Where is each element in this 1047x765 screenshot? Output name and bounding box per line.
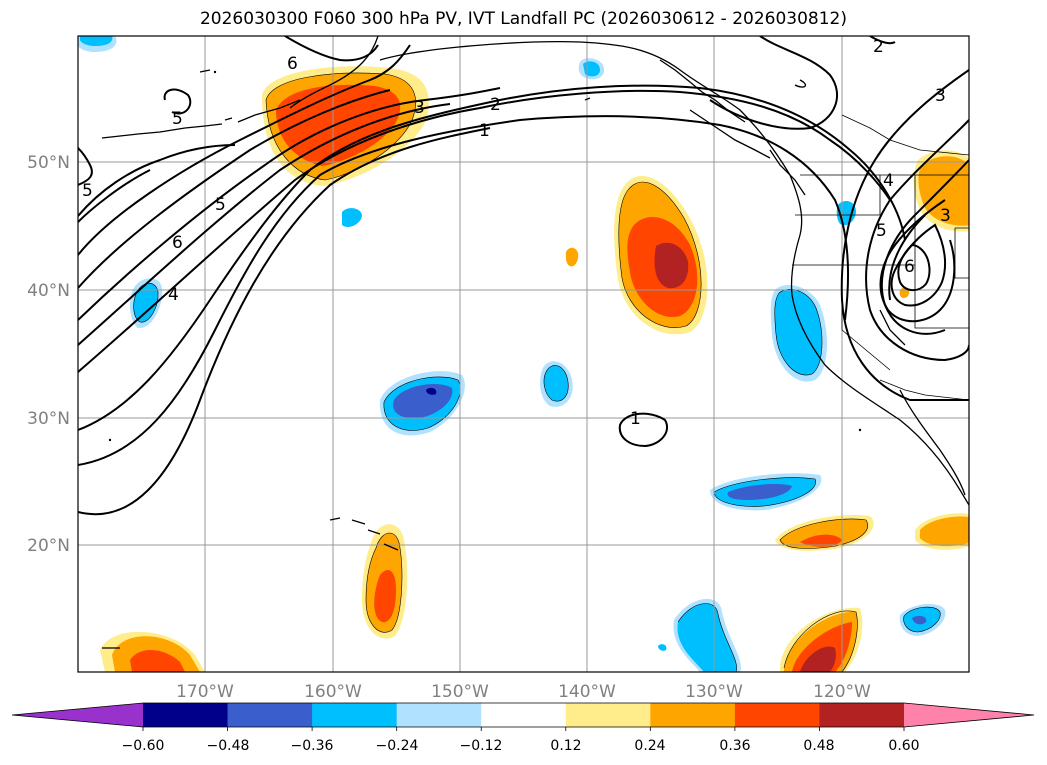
contour-label-group: 6 5 3 2 1 2 3 5 4 6 5 4 5 6 1 3 [82,37,951,429]
contour-label: 3 [935,86,946,106]
contour-label: 3 [414,98,425,118]
colorbar-tick-label: −0.12 [460,738,503,754]
contour-label: 4 [883,171,894,191]
latitude-label: 40°N [27,281,70,301]
latitude-label: 20°N [27,536,70,556]
colorbar-tick-label: 0.12 [550,738,581,754]
colorbar-tick-label: −0.60 [122,738,165,754]
contour-label: 4 [168,285,179,305]
contour-label: 6 [287,54,298,74]
latitude-label: 30°N [27,409,70,429]
longitude-label: 150°W [431,682,489,702]
colorbar-tick-label: 0.48 [803,738,834,754]
longitude-label: 120°W [813,682,871,702]
colorbar-tick-label: 0.60 [888,738,919,754]
colorbar-tick-label: −0.48 [207,738,250,754]
colorbar-tick-label: 0.24 [634,738,665,754]
contour-label: 5 [876,221,887,241]
colorbar-segment [143,703,229,727]
colorbar-segment [819,703,905,727]
contour-label: 3 [940,206,951,226]
contour-label: 1 [479,121,490,141]
colorbar-extend-high [904,703,1034,727]
contour-label: 5 [215,195,226,215]
colorbar-segment [396,703,482,727]
colorbar-tick-label: 0.36 [719,738,750,754]
plot-frame [77,35,970,673]
colorbar-tick-label: −0.36 [291,738,334,754]
longitude-label: 170°W [176,682,234,702]
colorbar-tick-label: −0.24 [376,738,419,754]
contour-label: 6 [904,257,915,277]
latitude-label: 50°N [27,153,70,173]
pv-contours [78,36,969,516]
contour-label: 6 [172,233,183,253]
latitude-labels: 50°N 40°N 30°N 20°N [27,153,70,556]
longitude-label: 130°W [685,682,743,702]
colorbar-extend-low [12,703,143,727]
colorbar-segment [481,703,567,727]
map-title: 2026030300 F060 300 hPa PV, IVT Landfall… [199,9,847,29]
anomaly-shading [78,36,969,672]
colorbar-segment [227,703,313,727]
longitude-label: 140°W [558,682,616,702]
graticule [78,36,969,672]
small-islands [108,70,862,442]
longitude-labels: 170°W 160°W 150°W 140°W 130°W 120°W [176,682,871,702]
contour-label: 5 [172,109,183,129]
plot-area [78,36,969,672]
colorbar-tick-labels: −0.60 −0.48 −0.36 −0.24 −0.12 0.12 0.24 … [122,738,920,754]
contour-label: 1 [630,409,641,429]
longitude-label: 160°W [304,682,362,702]
coastlines [101,36,969,649]
contour-label: 2 [490,95,501,115]
colorbar: −0.60 −0.48 −0.36 −0.24 −0.12 0.12 0.24 … [11,702,1035,754]
colorbar-segment [734,703,820,727]
colorbar-segment [650,703,736,727]
contour-label: 2 [873,37,884,57]
colorbar-segment [565,703,651,727]
contour-label: 5 [82,181,93,201]
colorbar-segment [312,703,398,727]
